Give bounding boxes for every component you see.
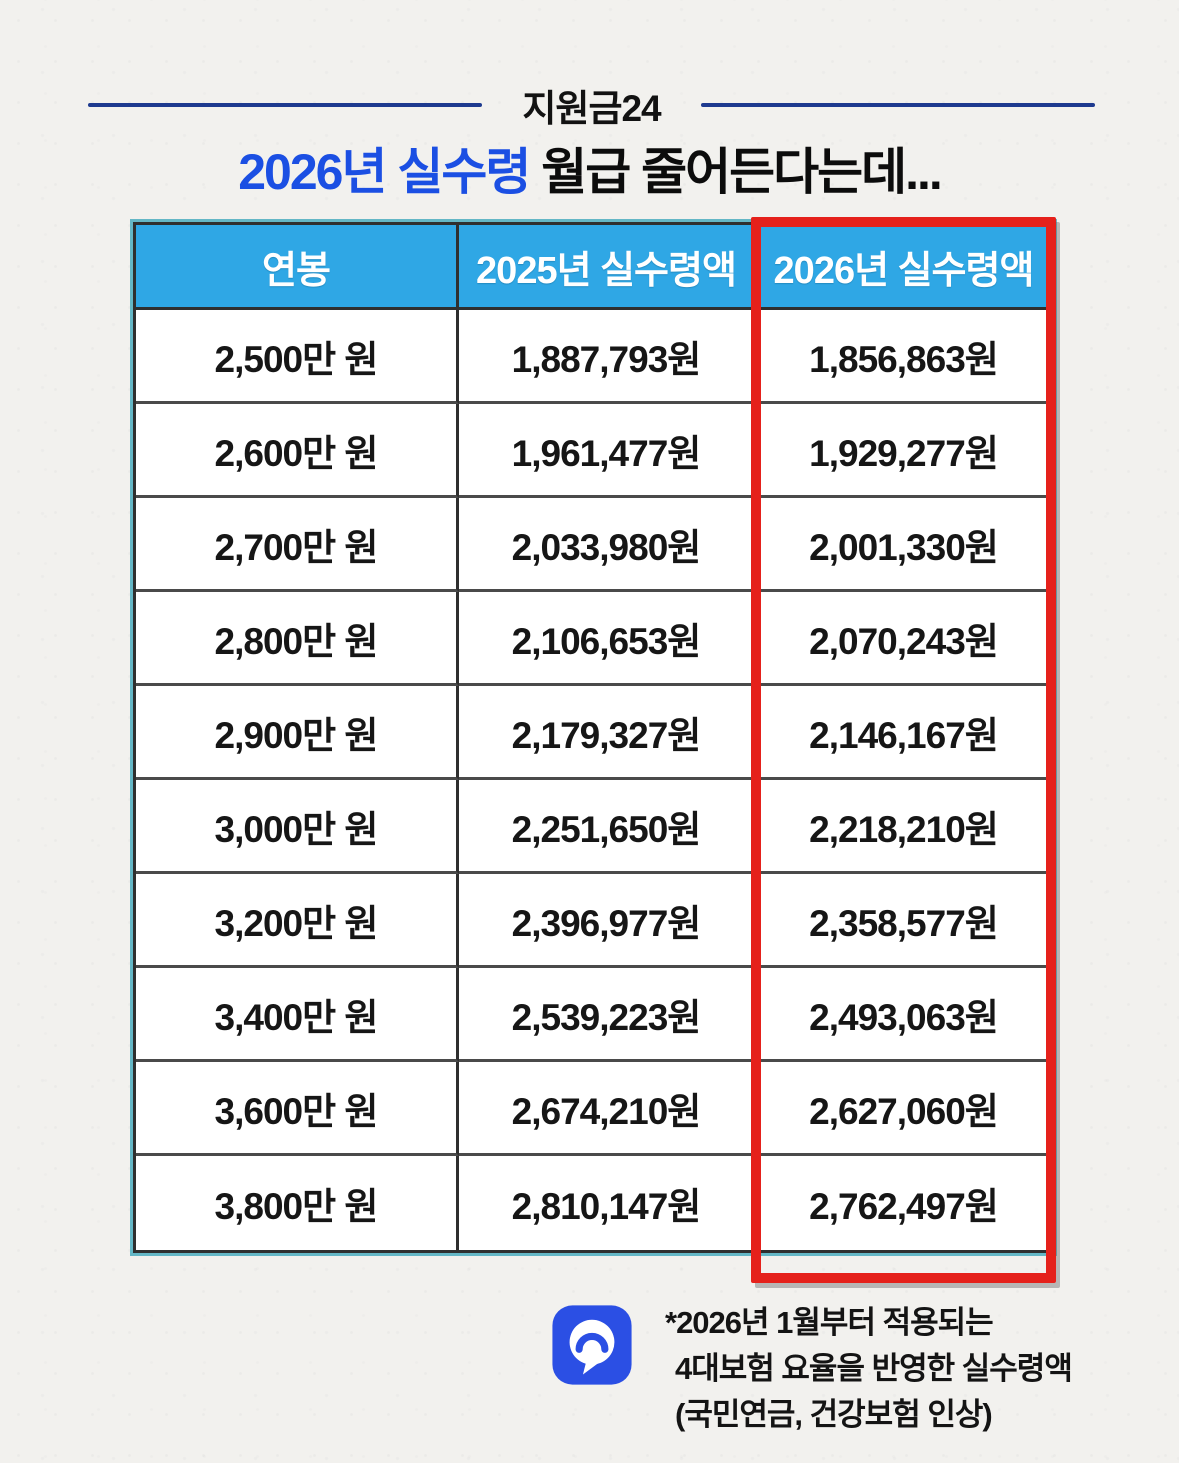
footnote-line-1: *2026년 1월부터 적용되는 — [665, 1305, 994, 1340]
table-cell-2026: 2,001,330원 — [756, 498, 1051, 592]
chat-bubble-icon — [552, 1305, 632, 1385]
brand-divider-left — [88, 103, 483, 107]
table-cell-salary: 2,900만 원 — [136, 686, 459, 780]
table-cell-2025: 2,106,653원 — [459, 592, 756, 686]
table-cell-salary: 2,500만 원 — [136, 310, 459, 404]
salary-table: 연봉 2025년 실수령액 2026년 실수령액 2,500만 원 1,887,… — [130, 219, 1057, 1256]
table-cell-salary: 3,800만 원 — [136, 1156, 459, 1250]
table-cell-2026: 2,627,060원 — [756, 1062, 1051, 1156]
page-title-highlight: 2026년 실수령 — [238, 144, 531, 200]
table-header-salary: 연봉 — [136, 225, 459, 310]
table-cell-2026: 1,929,277원 — [756, 404, 1051, 498]
table-cell-2026: 2,218,210원 — [756, 780, 1051, 874]
table-cell-2025: 2,179,327원 — [459, 686, 756, 780]
table-cell-2025: 2,033,980원 — [459, 498, 756, 592]
brand-label: 지원금24 — [522, 88, 661, 129]
table-cell-2025: 2,674,210원 — [459, 1062, 756, 1156]
brand-divider-right — [700, 103, 1095, 107]
table-header-2025: 2025년 실수령액 — [459, 225, 756, 310]
table-cell-salary: 3,400만 원 — [136, 968, 459, 1062]
table-cell-2025: 1,887,793원 — [459, 310, 756, 404]
table-cell-2026: 2,146,167원 — [756, 686, 1051, 780]
table-cell-salary: 2,700만 원 — [136, 498, 459, 592]
table-cell-2026: 2,762,497원 — [809, 1186, 999, 1227]
table-cell-2025: 2,396,977원 — [459, 874, 756, 968]
footnote: *2026년 1월부터 적용되는 4대보험 요율을 반영한 실수령액 (국민연금… — [551, 1300, 1073, 1438]
table-cell-2025: 2,810,147원 — [459, 1156, 756, 1250]
table-cell-salary: 3,000만 원 — [136, 780, 459, 874]
table-cell-2026: 2,358,577원 — [756, 874, 1051, 968]
page-title: 2026년 실수령 월급 줄어든다는데... — [0, 132, 1179, 204]
page-title-rest: 월급 줄어든다는데... — [529, 144, 943, 200]
footnote-text: *2026년 1월부터 적용되는 4대보험 요율을 반영한 실수령액 (국민연금… — [665, 1300, 1073, 1438]
table-cell-salary: 2,800만 원 — [136, 592, 459, 686]
footnote-line-3: (국민연금, 건강보험 인상) — [675, 1397, 993, 1432]
table-cell-2026: 1,856,863원 — [756, 310, 1051, 404]
table-cell-2025: 2,539,223원 — [459, 968, 756, 1062]
table-cell-2026: 2,493,063원 — [756, 968, 1051, 1062]
table-cell-2026: 2,070,243원 — [756, 592, 1051, 686]
table-cell-2025: 1,961,477원 — [459, 404, 756, 498]
table-header-2026: 2026년 실수령액 — [756, 225, 1051, 310]
table-cell-salary: 3,600만 원 — [136, 1062, 459, 1156]
table-cell-2025: 2,251,650원 — [459, 780, 756, 874]
table-cell-salary: 3,200만 원 — [136, 874, 459, 968]
brand-row: 지원금24 — [88, 78, 1095, 132]
table-cell-salary: 2,600만 원 — [136, 404, 459, 498]
footnote-line-2: 4대보험 요율을 반영한 실수령액 — [675, 1351, 1073, 1386]
